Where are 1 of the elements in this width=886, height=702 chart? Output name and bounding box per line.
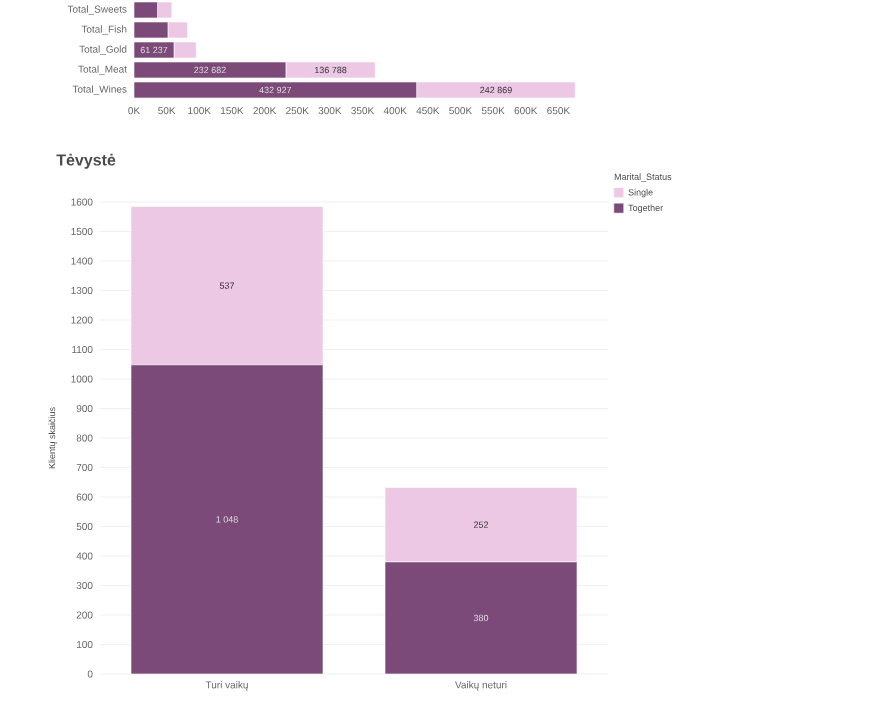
chart-title: Tėvystė [56, 153, 116, 169]
